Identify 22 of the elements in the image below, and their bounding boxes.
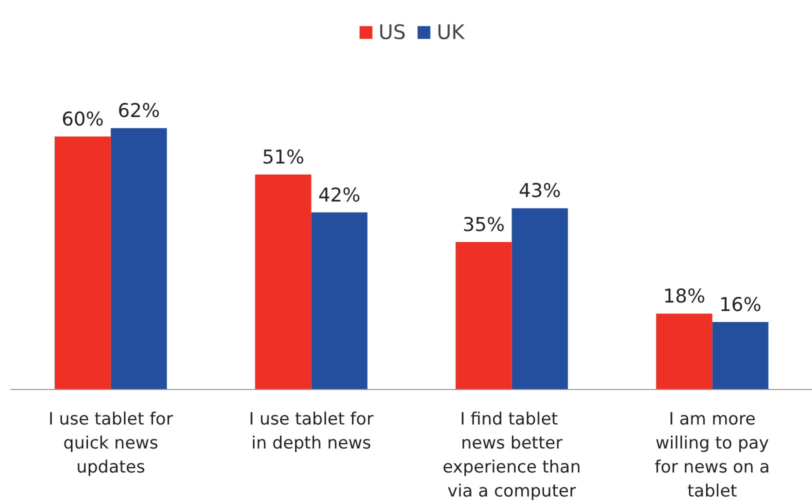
x-tick-label: I use tablet for quick news updates (48, 410, 173, 478)
data-label: 18% (663, 286, 706, 308)
bar (712, 322, 768, 390)
bar (110, 128, 167, 390)
data-label: 51% (262, 146, 304, 168)
data-label: 62% (118, 100, 160, 122)
bar (456, 242, 512, 390)
x-tick-label: I am more willing to pay for news on a tablet (654, 410, 770, 502)
x-tick-label: I use tablet for in depth news (249, 410, 374, 454)
data-label: 35% (462, 214, 505, 236)
bar (54, 136, 111, 390)
data-label: 60% (62, 108, 104, 131)
data-label: 42% (318, 184, 360, 206)
bar (656, 314, 712, 390)
legend-label: US (378, 20, 406, 44)
x-tick-label: I find tablet news better experience than via a computer (442, 410, 581, 502)
bar (311, 212, 368, 390)
bar (255, 174, 312, 390)
data-label: 16% (719, 294, 762, 316)
data-label: 43% (518, 180, 561, 202)
legend-label: UK (436, 20, 465, 44)
bar (512, 208, 568, 390)
